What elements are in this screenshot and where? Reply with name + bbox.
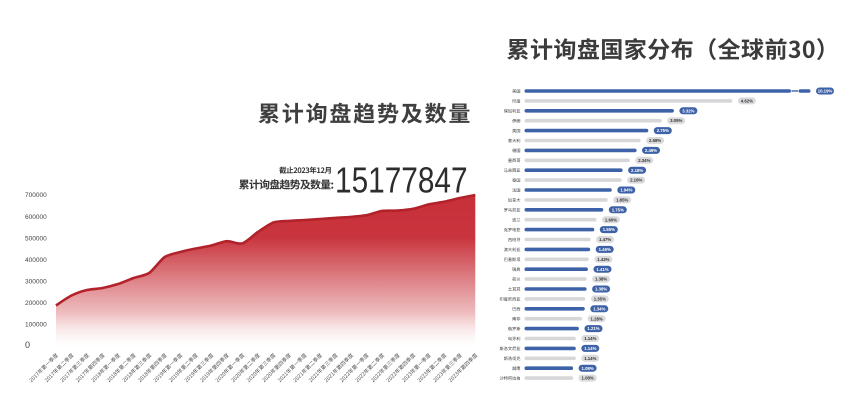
svg-text:1.08%: 1.08%	[582, 376, 594, 381]
svg-text:400000: 400000	[25, 257, 47, 264]
svg-text:1.75%: 1.75%	[612, 207, 624, 212]
svg-text:1.34%: 1.34%	[593, 306, 605, 311]
svg-text:700000: 700000	[25, 192, 47, 199]
svg-text:100000: 100000	[25, 322, 47, 329]
svg-text:1.14%: 1.14%	[584, 346, 596, 351]
svg-text:2.58%: 2.58%	[649, 138, 661, 143]
svg-text:1.38%: 1.38%	[595, 277, 607, 282]
svg-text:1.14%: 1.14%	[584, 336, 596, 341]
svg-text:1.55%: 1.55%	[603, 227, 615, 232]
svg-text:3.32%: 3.32%	[682, 108, 694, 113]
svg-text:2.34%: 2.34%	[638, 158, 650, 163]
svg-text:15177847: 15177847	[335, 161, 468, 201]
svg-text:300000: 300000	[25, 279, 47, 286]
svg-text:1.41%: 1.41%	[596, 267, 608, 272]
svg-text:10.19%: 10.19%	[818, 89, 833, 94]
svg-text:3.05%: 3.05%	[670, 118, 682, 123]
svg-text:1.08%: 1.08%	[582, 366, 594, 371]
svg-text:200000: 200000	[25, 300, 47, 307]
svg-text:1.28%: 1.28%	[591, 316, 603, 321]
svg-text:2.75%: 2.75%	[657, 128, 669, 133]
svg-text:1.47%: 1.47%	[599, 237, 611, 242]
svg-text:1.43%: 1.43%	[597, 257, 609, 262]
svg-text:1.46%: 1.46%	[599, 247, 611, 252]
svg-text:1.35%: 1.35%	[594, 296, 606, 301]
svg-text:1.38%: 1.38%	[595, 287, 607, 292]
svg-text:1.21%: 1.21%	[587, 326, 599, 331]
svg-text:600000: 600000	[25, 214, 47, 221]
svg-text:500000: 500000	[25, 235, 47, 242]
svg-text:4.62%: 4.62%	[741, 99, 753, 104]
svg-text:1.94%: 1.94%	[620, 188, 632, 193]
svg-text:2.18%: 2.18%	[631, 168, 643, 173]
svg-text:2.49%: 2.49%	[645, 148, 657, 153]
svg-text:1.60%: 1.60%	[605, 217, 617, 222]
svg-text:0: 0	[25, 340, 30, 350]
svg-text:1.85%: 1.85%	[616, 198, 628, 203]
svg-text:2.16%: 2.16%	[630, 178, 642, 183]
svg-text:1.14%: 1.14%	[584, 356, 596, 361]
